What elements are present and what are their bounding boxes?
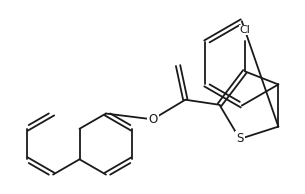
Text: O: O <box>148 113 157 126</box>
Text: S: S <box>236 133 243 146</box>
Text: Cl: Cl <box>239 25 250 35</box>
